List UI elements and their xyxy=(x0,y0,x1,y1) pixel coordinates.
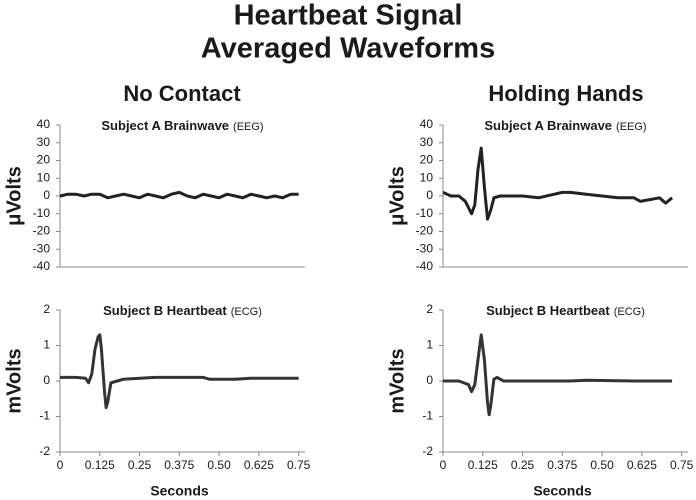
y-axis-label: mVolts xyxy=(3,348,25,413)
panel-title-note: (EEG) xyxy=(616,121,647,133)
y-tick-label: 10 xyxy=(420,170,434,184)
figure-title: Heartbeat Signal xyxy=(234,0,463,32)
x-tick-label: 0.125 xyxy=(85,458,115,472)
y-tick-label: 1 xyxy=(43,338,50,352)
y-tick-label: -40 xyxy=(33,259,51,273)
y-axis-label: mVolts xyxy=(386,348,408,413)
line xyxy=(59,190,299,200)
y-tick-label: -30 xyxy=(33,241,51,255)
y-tick-label: 30 xyxy=(37,135,51,149)
panel-title: Subject A Brainwave (EEG) xyxy=(484,118,646,133)
y-axis-label: μVolts xyxy=(3,166,25,226)
y-tick-label: -10 xyxy=(33,206,51,220)
x-tick-label: 0.25 xyxy=(128,458,152,472)
x-tick-label: 0.75 xyxy=(670,458,694,472)
y-tick-label: 0 xyxy=(43,373,50,387)
x-tick-label: 0.75 xyxy=(287,458,311,472)
panel-title-note: (ECG) xyxy=(614,306,645,318)
y-tick-label: 20 xyxy=(37,153,51,167)
y-tick-label: 0 xyxy=(43,188,50,202)
panel-title-text: Subject B Heartbeat xyxy=(103,303,227,318)
y-axis-label: μVolts xyxy=(386,166,408,226)
panel-title-note: (EEG) xyxy=(233,121,264,133)
y-tick-label: -40 xyxy=(416,259,434,273)
y-tick-label: -1 xyxy=(422,409,433,423)
y-tick-label: 40 xyxy=(420,117,434,131)
x-tick-label: 0.50 xyxy=(590,458,614,472)
y-tick-label: 20 xyxy=(420,153,434,167)
x-tick-label: 0.375 xyxy=(164,458,194,472)
panel-title-note: (ECG) xyxy=(231,306,262,318)
column-title: Holding Hands xyxy=(488,81,643,106)
panel-title: Subject A Brainwave (EEG) xyxy=(101,118,263,133)
panel-title-text: Subject A Brainwave xyxy=(484,118,612,133)
x-tick-label: 0 xyxy=(57,458,64,472)
figure-title: Averaged Waveforms xyxy=(201,33,495,65)
x-axis-label: Seconds xyxy=(533,483,592,499)
y-tick-label: -2 xyxy=(422,444,433,458)
y-tick-label: -10 xyxy=(416,206,434,220)
y-tick-label: 2 xyxy=(43,302,50,316)
x-tick-label: 0 xyxy=(440,458,447,472)
line xyxy=(60,333,299,410)
column-title: No Contact xyxy=(123,81,241,106)
y-tick-label: 1 xyxy=(426,338,433,352)
y-tick-label: -2 xyxy=(39,444,50,458)
y-tick-label: 10 xyxy=(37,170,51,184)
x-tick-label: 0.125 xyxy=(468,458,498,472)
x-tick-label: 0.375 xyxy=(547,458,577,472)
y-tick-label: -30 xyxy=(416,241,434,255)
y-tick-label: 0 xyxy=(426,373,433,387)
x-tick-label: 0.625 xyxy=(244,458,274,472)
panel-title-text: Subject B Heartbeat xyxy=(486,303,610,318)
x-axis-label: Seconds xyxy=(150,483,209,499)
line xyxy=(443,333,673,417)
panel-title-text: Subject A Brainwave xyxy=(101,118,229,133)
line xyxy=(442,146,674,221)
x-tick-label: 0.50 xyxy=(207,458,231,472)
y-tick-label: -20 xyxy=(416,224,434,238)
panel-title: Subject B Heartbeat (ECG) xyxy=(486,303,645,318)
y-tick-label: -20 xyxy=(33,224,51,238)
y-tick-label: 40 xyxy=(37,117,51,131)
y-tick-label: 2 xyxy=(426,302,433,316)
x-tick-label: 0.25 xyxy=(511,458,535,472)
y-tick-label: -1 xyxy=(39,409,50,423)
x-tick-label: 0.625 xyxy=(627,458,657,472)
panel-title: Subject B Heartbeat (ECG) xyxy=(103,303,262,318)
y-tick-label: 0 xyxy=(426,188,433,202)
y-tick-label: 30 xyxy=(420,135,434,149)
